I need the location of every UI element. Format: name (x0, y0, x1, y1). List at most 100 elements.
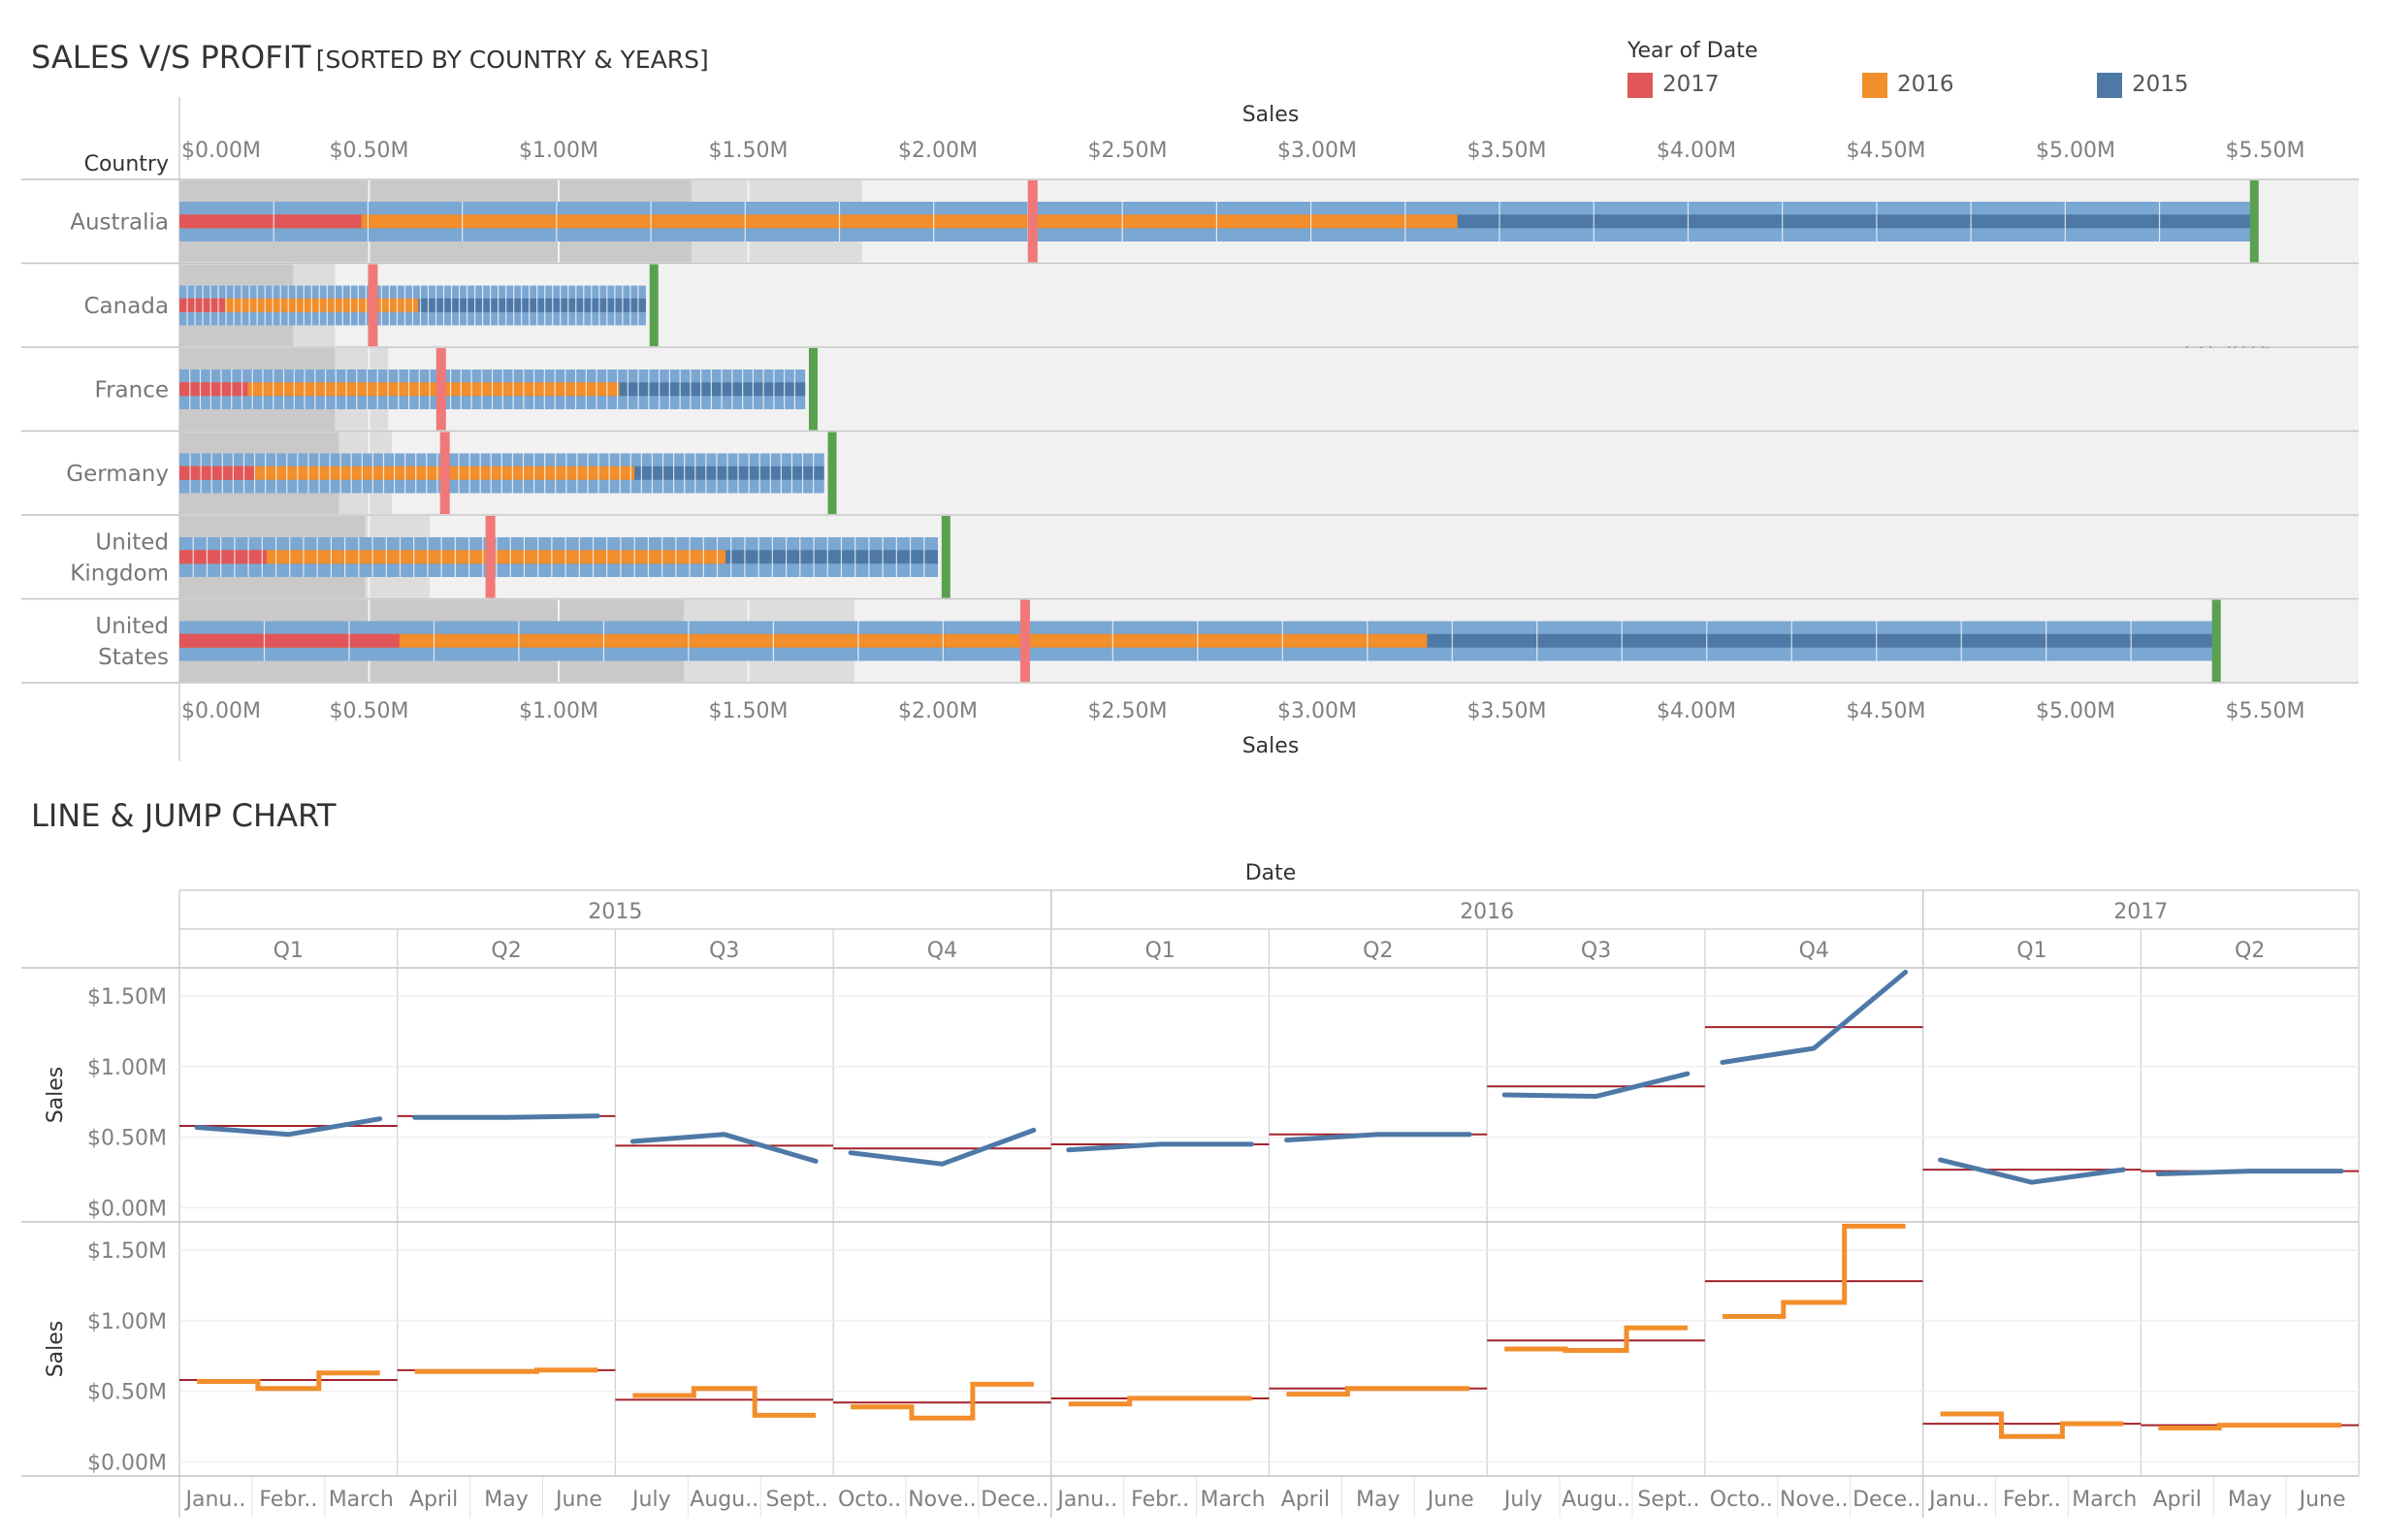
sales-line-series (1938, 1157, 2126, 1185)
bullet-title-sub: [SORTED BY COUNTRY & YEARS] (315, 46, 709, 74)
jump-data-point (2120, 1421, 2126, 1427)
line-data-point (412, 1114, 418, 1120)
bar-segment-2017 (179, 214, 362, 229)
country-label: States (98, 645, 169, 670)
legend-swatch-2017 (1627, 72, 1653, 98)
line-data-point (2247, 1169, 2253, 1174)
reference-line (439, 432, 450, 514)
legend-swatch-2016 (1862, 72, 1887, 98)
reference-line (368, 264, 378, 346)
bullet-row: Australia (21, 180, 2359, 265)
bar-segment-2016 (179, 465, 635, 480)
bar-segment-2016 (179, 214, 1458, 229)
year-header-label: 2016 (1460, 900, 1514, 924)
quarter-header-label: Q2 (491, 939, 521, 963)
country-label: France (95, 377, 169, 402)
month-label: July (630, 1488, 671, 1512)
target-line (2249, 180, 2259, 263)
reference-line (1019, 599, 1030, 682)
target-line (2211, 599, 2221, 682)
y-axis-title: Sales (44, 1067, 68, 1124)
quarter-header-label: Q2 (2235, 939, 2265, 963)
bullet-row: France (21, 348, 2359, 433)
sales-line-series (412, 1113, 600, 1120)
x-tick-label-bottom: $4.50M (1847, 699, 1926, 723)
y-tick-label: $0.50M (87, 1381, 167, 1405)
sales-line-series (629, 1132, 819, 1164)
quarter-header-label: Q1 (274, 939, 304, 963)
month-label: Dece.. (981, 1488, 1048, 1512)
date-header-title: Date (1245, 861, 1297, 885)
x-tick-label-bottom: $4.00M (1657, 699, 1736, 723)
reference-line (485, 516, 496, 598)
bar-segment-2017 (179, 465, 256, 480)
month-label: Dece.. (1852, 1488, 1920, 1512)
bullet-chart-title: SALES V/S PROFIT [SORTED BY COUNTRY & YE… (31, 39, 709, 76)
x-tick-label-bottom: $3.00M (1277, 699, 1357, 723)
jump-data-point (1938, 1411, 1944, 1417)
legend-item-2015[interactable]: 2015 (2097, 72, 2189, 98)
y-tick-label: $1.00M (87, 1056, 167, 1080)
quarter-header-label: Q3 (709, 939, 739, 963)
line-data-point (1903, 969, 1909, 975)
month-label: Sept.. (1637, 1488, 1699, 1512)
x-tick-label-top: $3.00M (1277, 139, 1357, 163)
line-data-point (1157, 1141, 1163, 1147)
month-label: July (1502, 1488, 1543, 1512)
color-legend: Year of Date 2017 2016 2015 (1627, 39, 2189, 107)
sales-line-series (1066, 1141, 1254, 1153)
y-tick-label: $1.00M (87, 1310, 167, 1334)
y-tick-label: $1.50M (87, 985, 167, 1010)
line-data-point (939, 1161, 945, 1167)
month-label: Janu.. (184, 1488, 246, 1512)
month-label: Nove.. (908, 1488, 976, 1512)
jump-data-point (194, 1378, 200, 1384)
month-label: May (484, 1488, 528, 1512)
month-label: May (2228, 1488, 2271, 1512)
month-label: April (2153, 1488, 2202, 1512)
month-label: May (1356, 1488, 1400, 1512)
jump-data-point (813, 1412, 819, 1418)
x-tick-label-top: $5.50M (2226, 139, 2305, 163)
y-axis-title: Sales (44, 1321, 68, 1378)
x-tick-label-bottom: $2.50M (1088, 699, 1168, 723)
bar-segment-2017 (179, 633, 400, 648)
month-label: Octo.. (838, 1488, 901, 1512)
month-label: April (409, 1488, 458, 1512)
x-tick-label-top: $4.00M (1657, 139, 1736, 163)
country-label: United (95, 529, 169, 555)
sales-line-series (2155, 1169, 2344, 1176)
x-tick-label-bottom: $3.50M (1467, 699, 1547, 723)
jump-data-point (1249, 1396, 1255, 1401)
x-tick-label-bottom: $1.50M (709, 699, 789, 723)
month-label: Febr.. (2003, 1488, 2061, 1512)
jump-data-point (848, 1404, 854, 1410)
legend-item-2016[interactable]: 2016 (1862, 72, 1954, 98)
y-tick-label: $1.50M (87, 1239, 167, 1264)
line-data-point (1720, 1060, 1725, 1066)
quarter-header-label: Q4 (927, 939, 957, 963)
country-label: Canada (83, 294, 169, 319)
jump-data-point (2155, 1426, 2161, 1431)
legend-label-2017: 2017 (1662, 72, 1720, 97)
x-tick-label-bottom: $0.00M (181, 699, 261, 723)
line-data-point (377, 1116, 383, 1122)
jump-data-point (2247, 1423, 2253, 1428)
legend-item-2017[interactable]: 2017 (1627, 72, 1720, 98)
x-tick-label-bottom: $5.00M (2036, 699, 2115, 723)
line-data-point (848, 1150, 854, 1156)
legend-swatch-2015 (2097, 72, 2122, 98)
bullet-row: United States (21, 599, 2359, 684)
target-line (649, 264, 659, 346)
line-data-point (285, 1132, 291, 1138)
month-label: Febr.. (259, 1488, 317, 1512)
sales-jump-series (1940, 1411, 2124, 1439)
reference-line (435, 348, 446, 431)
line-data-point (1594, 1093, 1599, 1099)
x-tick-label-top: $2.00M (898, 139, 978, 163)
x-tick-label-bottom: $1.00M (519, 699, 598, 723)
quarter-header-label: Q2 (1363, 939, 1393, 963)
x-tick-label-top: $1.00M (519, 139, 598, 163)
bar-segment-2016 (179, 550, 726, 564)
bullet-row: Germany (21, 432, 2359, 516)
